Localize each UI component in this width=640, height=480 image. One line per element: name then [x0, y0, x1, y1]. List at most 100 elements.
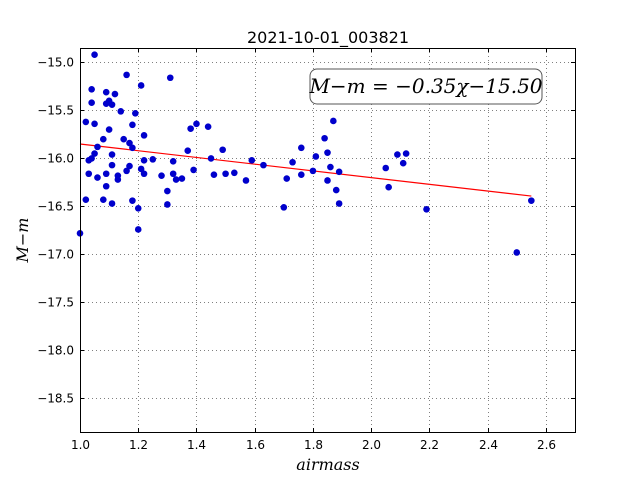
y-axis-label: M−m	[13, 218, 32, 264]
fit-line-group	[79, 143, 532, 197]
data-point	[134, 205, 142, 212]
data-point	[140, 157, 148, 164]
data-point	[394, 151, 401, 158]
data-point	[172, 176, 180, 183]
data-point	[297, 144, 305, 152]
data-point	[280, 204, 288, 211]
data-point	[335, 200, 343, 207]
data-point	[219, 146, 226, 154]
data-point	[91, 120, 98, 128]
data-point	[309, 167, 317, 175]
data-point	[187, 125, 194, 132]
plot-frame	[80, 48, 576, 433]
data-point	[85, 170, 93, 178]
data-point	[88, 99, 95, 107]
x-tick-label: 1.8	[304, 438, 323, 452]
data-point	[91, 150, 98, 157]
data-points	[76, 51, 535, 256]
data-point	[312, 153, 320, 160]
data-point	[248, 157, 256, 164]
y-tick-label: −18.5	[37, 392, 74, 406]
data-point	[137, 165, 145, 173]
data-point	[231, 169, 238, 177]
data-point	[91, 51, 98, 59]
data-point	[242, 177, 250, 184]
data-point	[94, 143, 101, 151]
data-point	[528, 197, 535, 204]
y-tick-label: −18.0	[37, 344, 74, 358]
data-point	[164, 187, 171, 195]
data-point	[82, 196, 90, 203]
x-tick-label: 2.2	[420, 438, 439, 452]
data-point	[102, 88, 110, 96]
chart-title: 2021-10-01_003821	[247, 28, 409, 48]
x-axis-label: airmass	[296, 455, 359, 474]
data-point	[513, 249, 521, 256]
data-point	[134, 226, 142, 233]
data-point	[82, 118, 90, 126]
data-point	[126, 162, 133, 170]
data-point	[423, 205, 430, 213]
y-tick-label: −16.0	[37, 152, 74, 166]
x-tick-label: 2.6	[537, 438, 556, 452]
data-point	[324, 149, 331, 156]
data-point	[402, 150, 410, 157]
data-point	[332, 186, 340, 194]
data-point	[123, 71, 130, 79]
data-point	[126, 139, 133, 147]
data-point	[88, 85, 95, 93]
data-point	[99, 135, 107, 143]
data-point	[108, 200, 116, 207]
x-tick-label: 2.4	[479, 438, 498, 452]
data-point	[382, 164, 390, 172]
data-point	[120, 135, 127, 143]
data-point	[140, 170, 148, 178]
fit-equation: M−m = −0.35χ−15.50	[308, 74, 542, 98]
data-point	[222, 170, 229, 178]
grid	[80, 48, 575, 432]
y-tick-label: −15.0	[37, 56, 74, 70]
data-point	[207, 155, 215, 162]
annotation-frame	[309, 68, 543, 105]
x-tick-label: 1.2	[129, 438, 148, 452]
data-point	[324, 177, 331, 184]
data-point	[94, 174, 101, 181]
data-point	[260, 161, 267, 169]
x-tick-label: 1.6	[246, 438, 265, 452]
fit-line	[79, 143, 532, 197]
data-point	[289, 158, 296, 166]
data-point	[190, 166, 197, 174]
y-tick-label: −16.5	[37, 200, 74, 214]
data-point	[129, 144, 136, 152]
y-tick-label: −15.5	[37, 104, 74, 118]
y-axis-ticks: −15.0 −15.5 −16.0 −16.5 −17.0 −17.5 −18.0 −18.5	[37, 56, 575, 406]
data-point	[140, 132, 148, 139]
annotation-box: M−m = −0.35χ−15.50	[308, 68, 543, 105]
data-point	[129, 197, 136, 204]
data-point	[169, 170, 177, 178]
data-point	[169, 157, 177, 165]
data-point	[129, 121, 136, 129]
x-tick-label: 2.0	[362, 438, 381, 452]
y-tick-label: −17.5	[37, 296, 74, 310]
data-point	[102, 182, 110, 190]
data-point	[117, 108, 125, 115]
data-point	[399, 159, 407, 167]
data-point	[111, 90, 119, 98]
x-axis-ticks: 1.0 1.2 1.4 1.6 1.8 2.0 2.2 2.4 2.6	[71, 48, 556, 452]
data-point	[283, 175, 291, 182]
data-point	[137, 82, 145, 89]
data-point	[108, 101, 116, 108]
data-point	[193, 120, 200, 128]
data-point	[178, 175, 186, 182]
data-point	[327, 163, 334, 171]
data-point	[204, 123, 212, 131]
data-point	[88, 155, 95, 162]
y-tick-label: −17.0	[37, 248, 74, 262]
data-point	[105, 126, 113, 133]
data-point	[335, 168, 343, 176]
data-point	[321, 134, 328, 142]
data-point	[132, 109, 139, 117]
data-point	[385, 183, 392, 191]
